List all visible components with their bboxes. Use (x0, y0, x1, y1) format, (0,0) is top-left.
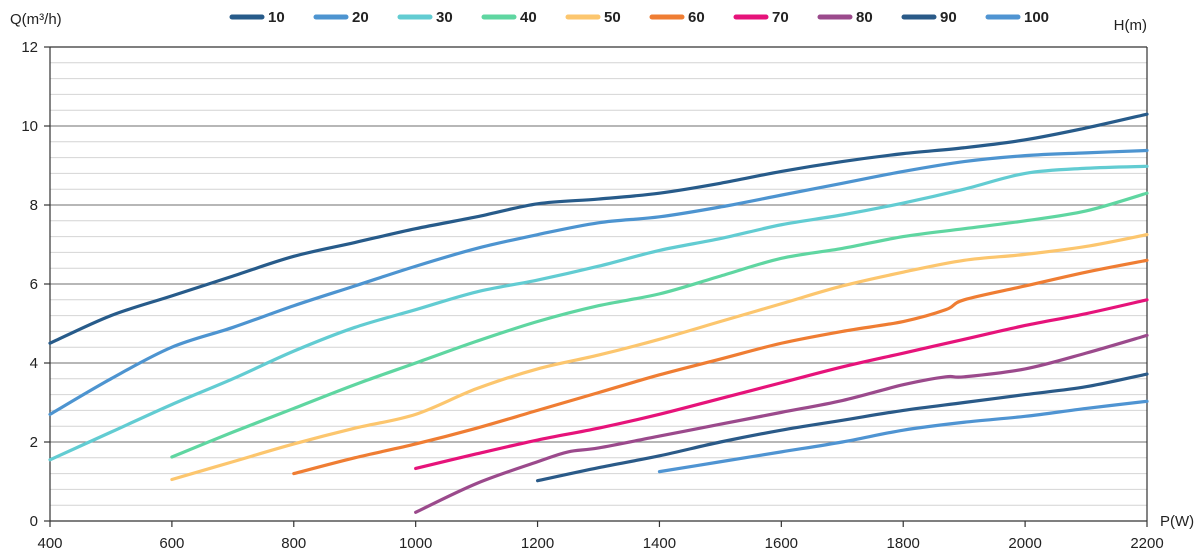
y-tick-label: 10 (21, 118, 38, 135)
axes: 400 600 800 1000 1200 1400 1600 1800 2000 2200 0 2 4… (21, 39, 1163, 552)
series-lines (48, 112, 1149, 514)
y-tick-label: 8 (30, 197, 38, 214)
x-tick-label: 1000 (399, 535, 432, 552)
x-tick-label: 1800 (887, 535, 920, 552)
legend-item-90: 90 (901, 9, 957, 26)
series-line-60 (292, 258, 1149, 476)
legend-label: 10 (268, 9, 285, 26)
legend-label: 50 (604, 9, 621, 26)
series-line-40 (170, 191, 1149, 459)
legend-label: 100 (1024, 9, 1049, 26)
x-tick-label: 1200 (521, 535, 554, 552)
series-line-10 (48, 112, 1149, 345)
legend: 10 20 30 40 50 60 70 80 90 100 (229, 9, 1049, 26)
legend-item-10: 10 (229, 9, 285, 26)
x-tick-label: 2000 (1008, 535, 1041, 552)
series-line-100 (657, 399, 1149, 474)
x-tick-label: 800 (281, 535, 306, 552)
series-line-80 (414, 333, 1149, 514)
x-tick-label: 1600 (765, 535, 798, 552)
right-axis-title: H(m) (1114, 17, 1147, 34)
legend-item-100: 100 (985, 9, 1049, 26)
legend-item-40: 40 (481, 9, 537, 26)
legend-item-20: 20 (313, 9, 369, 26)
x-tick-label: 1400 (643, 535, 676, 552)
legend-label: 30 (436, 9, 453, 26)
legend-label: 80 (856, 9, 873, 26)
series-line-70 (414, 298, 1149, 471)
legend-label: 90 (940, 9, 957, 26)
x-tick-label: 2200 (1130, 535, 1163, 552)
series-line-20 (48, 148, 1149, 416)
y-tick-label: 2 (30, 434, 38, 451)
x-axis-title: P(W) (1160, 513, 1194, 530)
y-tick-label: 6 (30, 276, 38, 293)
series-line-30 (48, 164, 1149, 462)
x-tick-label: 400 (37, 535, 62, 552)
legend-label: 60 (688, 9, 705, 26)
series-line-90 (535, 372, 1149, 483)
y-tick-label: 0 (30, 513, 38, 530)
grid (50, 47, 1147, 521)
legend-item-50: 50 (565, 9, 621, 26)
y-tick-label: 4 (30, 355, 38, 372)
series-line-50 (170, 233, 1149, 482)
legend-label: 20 (352, 9, 369, 26)
legend-item-70: 70 (733, 9, 789, 26)
legend-label: 40 (520, 9, 537, 26)
legend-item-80: 80 (817, 9, 873, 26)
y-axis-title: Q(m³/h) (10, 11, 62, 28)
legend-item-60: 60 (649, 9, 705, 26)
x-tick-label: 600 (159, 535, 184, 552)
y-tick-label: 12 (21, 39, 38, 56)
legend-item-30: 30 (397, 9, 453, 26)
legend-label: 70 (772, 9, 789, 26)
